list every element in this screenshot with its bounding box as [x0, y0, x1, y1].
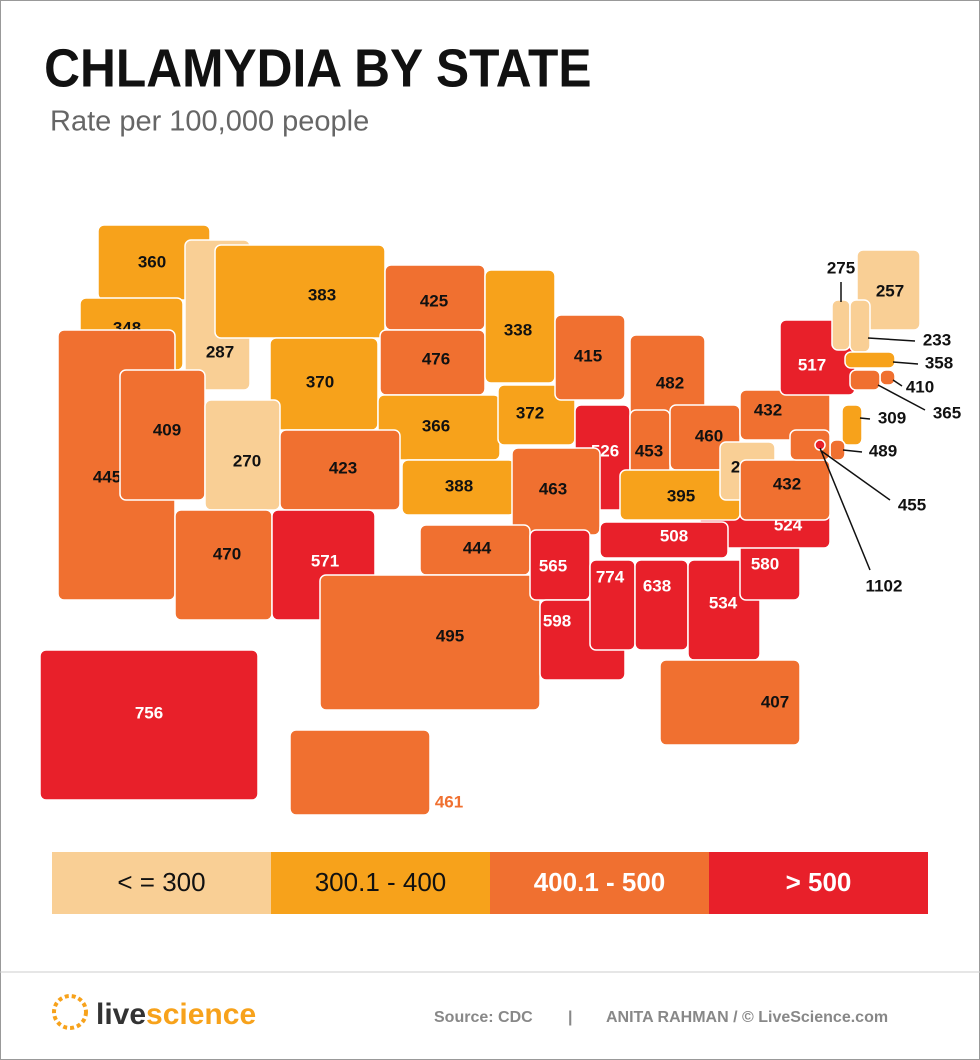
- leader-line: [867, 337, 916, 342]
- state-value: 366: [422, 416, 450, 435]
- state-value: 407: [761, 692, 789, 711]
- state: [814, 439, 826, 451]
- legend-swatch: [271, 852, 490, 914]
- state-value: 388: [445, 476, 473, 495]
- state-value: 365: [933, 403, 961, 422]
- leader-line: [877, 384, 926, 411]
- state-value: 444: [463, 538, 492, 557]
- state-value: 270: [233, 451, 261, 470]
- state-value: 233: [923, 330, 951, 349]
- state-value: 580: [751, 554, 779, 573]
- logo-text: livescience: [96, 998, 256, 1031]
- logo-science: science: [146, 998, 256, 1031]
- leader-line: [819, 447, 871, 571]
- leader-line: [892, 361, 919, 365]
- legend-swatch: [52, 852, 271, 914]
- state-value: 508: [660, 526, 688, 545]
- state: [849, 299, 871, 353]
- state-value: 370: [306, 372, 334, 391]
- state-value: 460: [695, 426, 723, 445]
- state: [841, 404, 863, 446]
- state-value: 489: [869, 441, 897, 460]
- leader-line: [842, 449, 863, 453]
- state: [174, 509, 273, 621]
- subtitle: Rate per 100,000 people: [50, 106, 369, 138]
- legend-label: < = 300: [117, 867, 205, 897]
- state: [831, 299, 851, 351]
- state-value: 1102: [866, 576, 903, 595]
- state-value: 470: [213, 544, 241, 563]
- leader-line: [892, 379, 903, 387]
- state-value: 372: [516, 403, 544, 422]
- source: Source: CDC: [434, 1009, 533, 1026]
- state-value: 423: [329, 458, 357, 477]
- legend-label: 300.1 - 400: [315, 867, 447, 897]
- state-value: 257: [876, 281, 904, 300]
- state: [554, 314, 626, 401]
- state: [829, 439, 846, 461]
- state: [849, 369, 881, 391]
- state-value: 415: [574, 346, 602, 365]
- state-value: 287: [206, 342, 234, 361]
- state: [844, 351, 896, 369]
- state-value: 598: [543, 611, 571, 630]
- state: [289, 729, 431, 816]
- state-value: 309: [878, 408, 906, 427]
- state-value: 383: [308, 285, 336, 304]
- title: CHLAMYDIA BY STATE: [44, 37, 591, 97]
- state: [214, 244, 386, 339]
- state-value: 756: [135, 703, 163, 722]
- map: 3603482873833704254763663883383724154825…: [39, 224, 961, 816]
- credit: ANITA RAHMAN / © LiveScience.com: [606, 1009, 888, 1026]
- separator: |: [568, 1009, 572, 1026]
- state: [319, 574, 541, 711]
- leader-line: [859, 417, 871, 420]
- legend-label: 400.1 - 500: [534, 867, 666, 897]
- legend-swatch: [490, 852, 709, 914]
- state-value: 432: [754, 400, 782, 419]
- state-value: 495: [436, 626, 464, 645]
- logo-burst: [52, 994, 88, 1030]
- state-value: 565: [539, 556, 567, 575]
- state-value: 453: [635, 441, 663, 460]
- state-value: 571: [311, 551, 339, 570]
- state: [659, 659, 801, 746]
- state-value: 534: [709, 593, 738, 612]
- state-value: 455: [898, 495, 926, 514]
- state-value: 409: [153, 420, 181, 439]
- state: [739, 459, 831, 521]
- state-value: 338: [504, 320, 532, 339]
- logo: livescience: [52, 994, 256, 1031]
- state-value: 463: [539, 479, 567, 498]
- state-value: 360: [138, 252, 166, 271]
- legend: < = 300 300.1 - 400 400.1 - 500 > 500: [52, 852, 928, 914]
- state: [634, 559, 689, 651]
- leader-line: [819, 449, 891, 501]
- state-value: 358: [925, 353, 953, 372]
- state-value: 638: [643, 576, 671, 595]
- state: [789, 429, 831, 461]
- state-value: 395: [667, 486, 695, 505]
- state: [599, 521, 729, 559]
- legend-swatch: [709, 852, 928, 914]
- logo-live: live: [96, 998, 146, 1031]
- legend-label: > 500: [786, 867, 852, 897]
- state-value: 445: [93, 467, 121, 486]
- state-value: 482: [656, 373, 684, 392]
- state-value: 275: [827, 258, 855, 277]
- state-value: 432: [773, 474, 801, 493]
- state: [856, 249, 921, 331]
- state: [39, 649, 259, 801]
- state-value: 425: [420, 291, 448, 310]
- state-value: 410: [906, 377, 934, 396]
- state: [879, 369, 896, 386]
- state-value: 476: [422, 349, 450, 368]
- state-value: 461: [435, 792, 463, 811]
- state-value: 774: [596, 567, 625, 586]
- state-value: 517: [798, 355, 826, 374]
